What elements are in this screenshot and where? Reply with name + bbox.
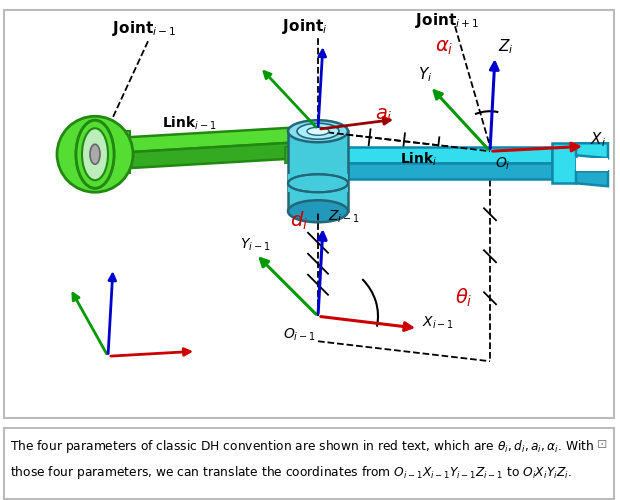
- Polygon shape: [285, 141, 316, 163]
- Polygon shape: [72, 126, 118, 181]
- Text: $Y_{i-1}$: $Y_{i-1}$: [240, 236, 270, 252]
- Text: $O_{i-1}$: $O_{i-1}$: [283, 326, 316, 342]
- Text: $\mathbf{Joint}_{i+1}$: $\mathbf{Joint}_{i+1}$: [415, 11, 479, 30]
- Text: $d_i$: $d_i$: [290, 209, 308, 232]
- Text: The four parameters of classic DH convention are shown in red text, which are $\: The four parameters of classic DH conven…: [10, 438, 595, 455]
- Text: $O_i$: $O_i$: [495, 155, 511, 172]
- Ellipse shape: [297, 123, 339, 139]
- Text: $\alpha_i$: $\alpha_i$: [435, 38, 454, 56]
- Polygon shape: [576, 143, 608, 158]
- Text: $\mathbf{Joint}_i$: $\mathbf{Joint}_i$: [282, 17, 327, 36]
- Ellipse shape: [82, 128, 108, 180]
- Circle shape: [57, 116, 133, 192]
- Text: $Y_i$: $Y_i$: [418, 65, 432, 84]
- Ellipse shape: [90, 144, 100, 164]
- Text: those four parameters, we can translate the coordinates from $O_{i-1}X_{i-1}Y_{i: those four parameters, we can translate …: [10, 464, 572, 481]
- Ellipse shape: [76, 120, 114, 188]
- Text: $Z_{i-1}$: $Z_{i-1}$: [328, 208, 360, 224]
- Text: $\theta_i$: $\theta_i$: [455, 286, 472, 308]
- Ellipse shape: [90, 144, 100, 164]
- Text: $X_{i-1}$: $X_{i-1}$: [422, 314, 454, 330]
- Polygon shape: [110, 126, 316, 153]
- Polygon shape: [336, 147, 552, 163]
- Text: $a_i$: $a_i$: [375, 106, 392, 124]
- Text: $\mathbf{Joint}_{i-1}$: $\mathbf{Joint}_{i-1}$: [112, 19, 176, 38]
- Polygon shape: [552, 143, 576, 183]
- Bar: [576, 158, 608, 171]
- Ellipse shape: [307, 127, 329, 135]
- Ellipse shape: [76, 120, 114, 188]
- Polygon shape: [576, 171, 608, 186]
- Bar: [288, 174, 348, 192]
- Text: $\mathbf{Link}_{i-1}$: $\mathbf{Link}_{i-1}$: [162, 114, 217, 132]
- Polygon shape: [110, 131, 130, 174]
- Ellipse shape: [82, 128, 108, 180]
- Text: $Z_i$: $Z_i$: [498, 38, 514, 56]
- Ellipse shape: [288, 120, 348, 142]
- Bar: [288, 131, 348, 211]
- Text: ⊡: ⊡: [596, 438, 607, 451]
- Polygon shape: [336, 163, 552, 180]
- Text: $\mathbf{Link}_i$: $\mathbf{Link}_i$: [400, 150, 438, 168]
- Text: $X_i$: $X_i$: [590, 130, 606, 149]
- Polygon shape: [110, 141, 316, 169]
- Ellipse shape: [288, 200, 348, 222]
